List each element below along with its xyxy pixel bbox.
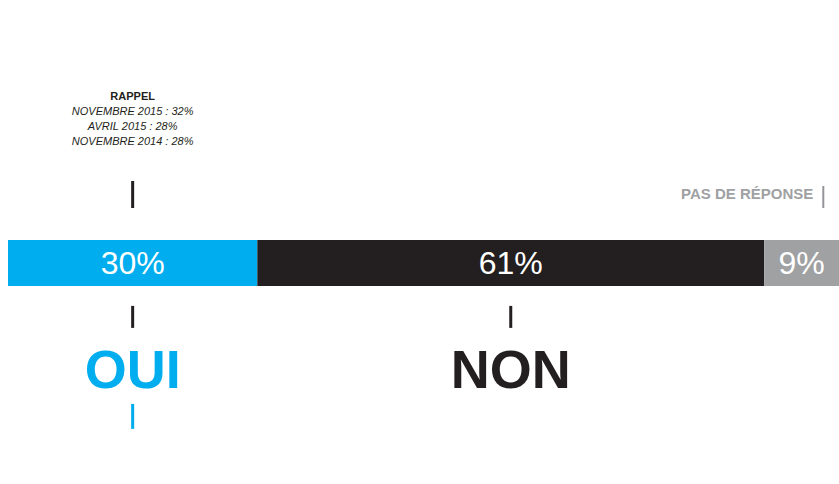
svg-text:AVRIL 2015 : 28%: AVRIL 2015 : 28%	[87, 120, 178, 132]
svg-text:OUI: OUI	[85, 339, 181, 399]
svg-text:NOVEMBRE 2014 : 28%: NOVEMBRE 2014 : 28%	[72, 135, 194, 147]
svg-text:9%: 9%	[778, 245, 824, 281]
svg-text:RAPPEL: RAPPEL	[110, 90, 155, 102]
svg-text:61%: 61%	[479, 245, 543, 281]
svg-text:NOVEMBRE 2015 : 32%: NOVEMBRE 2015 : 32%	[72, 105, 194, 117]
svg-text:PAS DE RÉPONSE: PAS DE RÉPONSE	[681, 185, 813, 202]
svg-text:30%: 30%	[101, 245, 165, 281]
svg-text:NON: NON	[451, 339, 571, 399]
